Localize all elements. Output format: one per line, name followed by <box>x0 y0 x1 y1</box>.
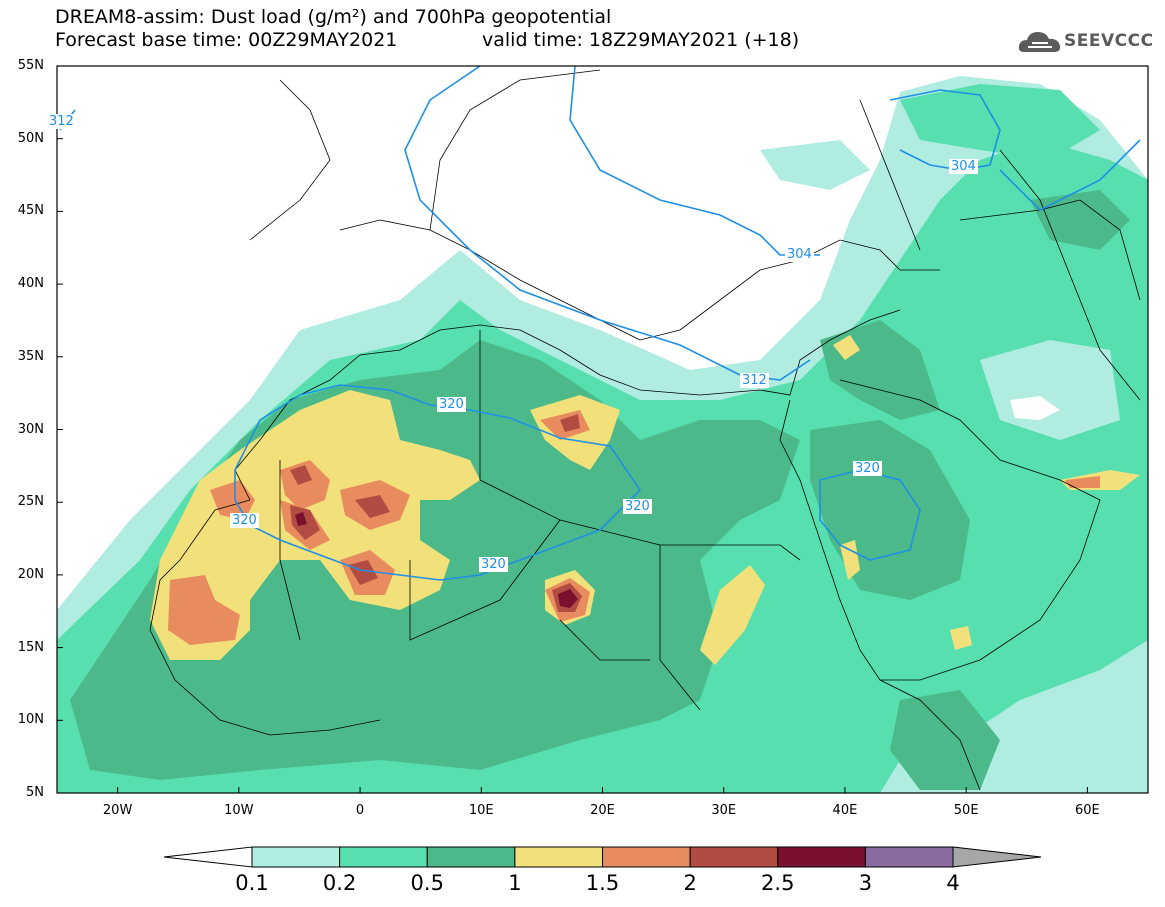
colorbar-swatch <box>251 846 341 868</box>
geopotential-contour-label: 304 <box>785 247 814 262</box>
colorbar-swatch <box>426 846 516 868</box>
lon-tick-label: 40E <box>832 803 858 818</box>
colorbar-high-arrow <box>952 846 1042 868</box>
colorbar-label: 0.1 <box>235 871 269 895</box>
lat-tick-label: 25N <box>17 494 44 510</box>
forecast-base-time: Forecast base time: 00Z29MAY2021 <box>55 29 398 51</box>
lat-tick-label: 55N <box>17 58 44 73</box>
geopotential-contour-label: 312 <box>740 373 769 388</box>
colorbar-label: 0.2 <box>322 871 357 895</box>
geopotential-contour-label: 320 <box>230 513 259 528</box>
geopotential-contour-label: 320 <box>479 557 508 572</box>
lon-tick-label: 60E <box>1074 803 1100 818</box>
colorbar-label: 0.5 <box>410 871 444 895</box>
colorbar-swatch <box>864 846 954 868</box>
dust-patch-1-sudan <box>700 565 765 665</box>
lat-tick-label: 40N <box>17 276 44 292</box>
lat-tick-label: 30N <box>17 421 44 437</box>
dust-patch-0.5-caspian <box>1030 190 1130 250</box>
dust-contour-2.5 <box>558 589 578 608</box>
colorbar-label: 2 <box>683 871 697 895</box>
colorbar-swatch <box>339 846 428 868</box>
colorbar-label: 3 <box>858 871 873 895</box>
colorbar-swatch <box>777 846 866 868</box>
lat-tick-label: 20N <box>17 566 44 582</box>
cloud-logo-icon <box>1018 32 1061 52</box>
lat-tick-label: 50N <box>17 130 44 146</box>
colorbar-label: 2.5 <box>761 871 795 895</box>
lat-tick-label: 15N <box>17 639 44 655</box>
logo-text: SEEVCCC <box>1064 31 1154 51</box>
map-title: DREAM8-assim: Dust load (g/m²) and 700hP… <box>55 6 612 28</box>
valid-time: valid time: 18Z29MAY2021 (+18) <box>482 29 800 51</box>
lat-tick-label: 45N <box>17 203 44 219</box>
colorbar <box>163 846 1042 868</box>
colorbar-swatch <box>514 846 603 868</box>
colorbar-low-arrow <box>163 846 253 868</box>
colorbar-label: 4 <box>946 871 960 895</box>
colorbar-label: 1.5 <box>585 871 620 895</box>
lat-tick-label: 5N <box>26 785 44 800</box>
geopotential-contour-label: 320 <box>623 499 652 514</box>
lat-tick-label: 10N <box>17 712 44 728</box>
lon-tick-label: 20W <box>102 803 133 818</box>
lon-tick-label: 20E <box>590 803 615 818</box>
dust-patch-0.2-north <box>900 84 1100 160</box>
geopotential-contour-label: 320 <box>437 397 466 412</box>
colorbar-label: 1 <box>508 871 522 895</box>
colorbar-swatch <box>602 846 691 868</box>
geopotential-contour-label: 304 <box>949 159 978 174</box>
geopotential-contour-label: 312 <box>47 114 76 129</box>
lon-tick-label: 0 <box>355 803 365 818</box>
geopotential-contour-label: 320 <box>853 461 882 476</box>
coastlines <box>149 69 1141 791</box>
lon-tick-label: 50E <box>953 803 979 818</box>
lon-tick-label: 10W <box>224 803 254 818</box>
lon-tick-label: 10E <box>468 803 494 818</box>
colorbar-swatch <box>689 846 779 868</box>
dust-patch-0.1-north <box>760 140 870 190</box>
dust-contour-1.5 <box>168 575 240 645</box>
lon-tick-label: 30E <box>711 803 737 818</box>
lat-tick-label: 35N <box>17 348 44 364</box>
